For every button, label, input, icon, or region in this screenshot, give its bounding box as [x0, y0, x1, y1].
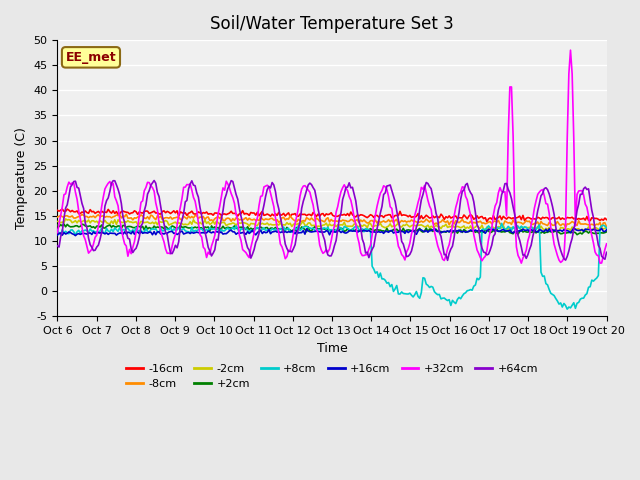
-2cm	[504, 226, 512, 232]
Line: +64cm: +64cm	[58, 180, 607, 260]
-2cm	[177, 221, 184, 227]
+8cm	[218, 227, 225, 232]
Line: -16cm: -16cm	[58, 209, 607, 222]
-16cm	[364, 215, 371, 220]
+64cm	[444, 257, 451, 263]
Line: -2cm: -2cm	[58, 219, 607, 231]
+2cm	[54, 222, 61, 228]
Legend: -16cm, -8cm, -2cm, +2cm, +8cm, +16cm, +32cm, +64cm: -16cm, -8cm, -2cm, +2cm, +8cm, +16cm, +3…	[122, 360, 543, 394]
Line: +8cm: +8cm	[58, 223, 607, 309]
Y-axis label: Temperature (C): Temperature (C)	[15, 127, 28, 229]
+32cm	[175, 212, 182, 218]
X-axis label: Time: Time	[317, 342, 348, 355]
Title: Soil/Water Temperature Set 3: Soil/Water Temperature Set 3	[210, 15, 454, 33]
+64cm	[513, 223, 520, 228]
-8cm	[511, 220, 518, 226]
+64cm	[506, 190, 514, 196]
-8cm	[364, 220, 371, 226]
-8cm	[116, 211, 124, 217]
-16cm	[603, 216, 611, 222]
+64cm	[603, 250, 611, 255]
-16cm	[219, 211, 227, 217]
-2cm	[60, 220, 68, 226]
+16cm	[570, 225, 578, 231]
-2cm	[219, 219, 227, 225]
+2cm	[60, 221, 68, 227]
Line: -8cm: -8cm	[58, 214, 607, 228]
-8cm	[54, 214, 61, 220]
+32cm	[503, 213, 511, 219]
-8cm	[603, 224, 611, 230]
+16cm	[219, 231, 227, 237]
-2cm	[554, 228, 561, 234]
+64cm	[177, 223, 184, 229]
+32cm	[603, 241, 611, 247]
+2cm	[504, 228, 512, 234]
-8cm	[219, 217, 227, 223]
-16cm	[58, 206, 66, 212]
-8cm	[177, 216, 184, 222]
+8cm	[60, 230, 68, 236]
+8cm	[603, 225, 611, 231]
+8cm	[563, 306, 571, 312]
+2cm	[603, 229, 611, 235]
+16cm	[511, 228, 518, 234]
-16cm	[483, 219, 491, 225]
+32cm	[54, 230, 61, 236]
-2cm	[54, 218, 61, 224]
+8cm	[511, 226, 518, 232]
-16cm	[54, 207, 61, 213]
+2cm	[364, 227, 371, 232]
Line: +2cm: +2cm	[58, 224, 607, 235]
+16cm	[72, 233, 79, 239]
-8cm	[598, 225, 605, 230]
+64cm	[150, 178, 158, 183]
+8cm	[504, 224, 512, 229]
Text: EE_met: EE_met	[66, 51, 116, 64]
Line: +16cm: +16cm	[58, 228, 607, 236]
+16cm	[603, 227, 611, 233]
Line: +32cm: +32cm	[58, 50, 607, 263]
-8cm	[504, 220, 512, 226]
+2cm	[219, 223, 227, 229]
+2cm	[177, 223, 184, 228]
+8cm	[54, 227, 61, 232]
+16cm	[60, 230, 68, 236]
-16cm	[506, 215, 514, 220]
+64cm	[60, 215, 68, 221]
+32cm	[362, 252, 369, 258]
-2cm	[603, 226, 611, 231]
+16cm	[54, 232, 61, 238]
+2cm	[511, 228, 518, 234]
-16cm	[61, 208, 69, 214]
-2cm	[511, 225, 518, 230]
+64cm	[54, 243, 61, 249]
-2cm	[61, 216, 69, 222]
-8cm	[60, 214, 68, 220]
+32cm	[596, 260, 604, 266]
+32cm	[60, 192, 68, 198]
+2cm	[573, 232, 581, 238]
+64cm	[219, 208, 227, 214]
+64cm	[364, 249, 371, 255]
+16cm	[504, 228, 512, 234]
+8cm	[362, 226, 369, 231]
+16cm	[177, 229, 184, 235]
+32cm	[218, 194, 225, 200]
+16cm	[364, 228, 371, 234]
+8cm	[498, 220, 506, 226]
+32cm	[566, 48, 574, 53]
-16cm	[513, 215, 520, 221]
-16cm	[177, 209, 184, 215]
-2cm	[364, 225, 371, 230]
+32cm	[509, 133, 517, 139]
+8cm	[175, 225, 182, 231]
+2cm	[61, 224, 69, 230]
